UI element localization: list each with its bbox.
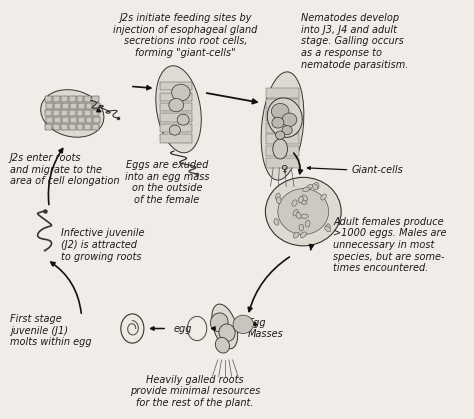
Ellipse shape <box>312 184 318 190</box>
Ellipse shape <box>276 197 281 204</box>
Ellipse shape <box>275 193 280 200</box>
Circle shape <box>282 126 292 135</box>
Bar <box>160 134 192 143</box>
Ellipse shape <box>321 194 327 200</box>
Text: Adult females produce
>1000 eggs. Males are
unnecessary in most
species, but are: Adult females produce >1000 eggs. Males … <box>333 217 447 273</box>
Bar <box>86 117 92 123</box>
Ellipse shape <box>306 184 312 190</box>
Ellipse shape <box>296 212 301 219</box>
Ellipse shape <box>121 314 144 343</box>
Bar <box>61 124 68 130</box>
Text: Giant-cells: Giant-cells <box>352 165 403 175</box>
Circle shape <box>169 98 183 112</box>
Bar <box>93 103 100 109</box>
Ellipse shape <box>293 210 298 216</box>
Ellipse shape <box>215 337 229 353</box>
Bar <box>92 96 99 102</box>
Text: egg: egg <box>174 323 192 334</box>
Ellipse shape <box>212 304 237 349</box>
Bar <box>92 110 99 116</box>
Bar <box>160 103 192 111</box>
Bar <box>70 103 77 109</box>
Circle shape <box>177 114 189 125</box>
Bar <box>266 134 299 145</box>
Ellipse shape <box>267 98 302 137</box>
Circle shape <box>282 113 297 127</box>
Bar <box>45 96 52 102</box>
Text: Heavily galled roots
provide minimal resources
for the rest of the plant.: Heavily galled roots provide minimal res… <box>129 375 260 408</box>
Bar <box>45 110 52 116</box>
Ellipse shape <box>305 220 310 227</box>
Bar <box>53 110 60 116</box>
Bar <box>86 103 92 109</box>
Bar <box>76 110 83 116</box>
Ellipse shape <box>303 187 310 192</box>
Bar <box>45 124 52 130</box>
Bar <box>78 117 85 123</box>
Bar <box>62 117 69 123</box>
Bar <box>70 117 77 123</box>
Bar <box>53 124 60 130</box>
Bar <box>266 158 299 168</box>
Bar <box>84 96 91 102</box>
Bar <box>92 124 99 130</box>
Bar <box>160 124 192 132</box>
Ellipse shape <box>300 199 307 204</box>
Circle shape <box>272 117 284 128</box>
Text: Egg
Masses: Egg Masses <box>248 318 283 339</box>
Bar <box>76 96 83 102</box>
Ellipse shape <box>219 324 235 341</box>
Text: J2s initiate feeding sites by
injection of esophageal gland
secretions into root: J2s initiate feeding sites by injection … <box>113 13 258 58</box>
Ellipse shape <box>261 72 304 180</box>
Circle shape <box>278 189 328 235</box>
Ellipse shape <box>210 313 228 331</box>
Bar <box>266 146 299 156</box>
Text: Eggs are exuded
into an egg mass
on the outside
of the female: Eggs are exuded into an egg mass on the … <box>125 160 209 205</box>
Text: ♀: ♀ <box>280 164 288 174</box>
Bar <box>266 99 299 109</box>
Bar <box>84 124 91 130</box>
Bar <box>62 103 69 109</box>
Ellipse shape <box>292 200 297 206</box>
Ellipse shape <box>156 66 201 153</box>
Bar <box>160 82 192 91</box>
Bar <box>76 124 83 130</box>
Circle shape <box>169 125 181 135</box>
Bar <box>266 111 299 121</box>
Ellipse shape <box>273 139 288 159</box>
Bar <box>54 117 61 123</box>
Bar <box>266 123 299 133</box>
Bar <box>78 103 85 109</box>
Ellipse shape <box>301 232 306 238</box>
Ellipse shape <box>302 195 308 201</box>
Bar <box>160 93 192 101</box>
Ellipse shape <box>274 219 279 225</box>
Bar <box>46 103 53 109</box>
Circle shape <box>275 131 285 140</box>
Ellipse shape <box>314 182 319 189</box>
Circle shape <box>272 103 289 119</box>
Bar <box>84 110 91 116</box>
Ellipse shape <box>326 224 330 230</box>
Ellipse shape <box>325 226 331 232</box>
Circle shape <box>233 315 254 334</box>
Bar <box>46 117 53 123</box>
Bar <box>69 110 76 116</box>
Bar <box>54 103 61 109</box>
Text: Infective juvenile
(J2) is attracted
to growing roots: Infective juvenile (J2) is attracted to … <box>61 228 144 261</box>
Bar <box>69 96 76 102</box>
Ellipse shape <box>293 232 299 238</box>
Bar <box>61 110 68 116</box>
Ellipse shape <box>299 197 303 203</box>
Circle shape <box>265 177 341 246</box>
Text: J2s enter roots
and migrate to the
area of cell elongation: J2s enter roots and migrate to the area … <box>10 153 119 186</box>
Text: Nematodes develop
into J3, J4 and adult
stage. Galling occurs
as a response to
n: Nematodes develop into J3, J4 and adult … <box>301 13 408 70</box>
Bar <box>61 96 68 102</box>
Bar <box>160 114 192 122</box>
Ellipse shape <box>299 224 304 231</box>
Ellipse shape <box>301 214 309 218</box>
Ellipse shape <box>187 316 207 341</box>
Text: First stage
juvenile (J1)
molts within egg: First stage juvenile (J1) molts within e… <box>10 314 91 347</box>
Circle shape <box>172 84 190 101</box>
Bar <box>93 117 100 123</box>
